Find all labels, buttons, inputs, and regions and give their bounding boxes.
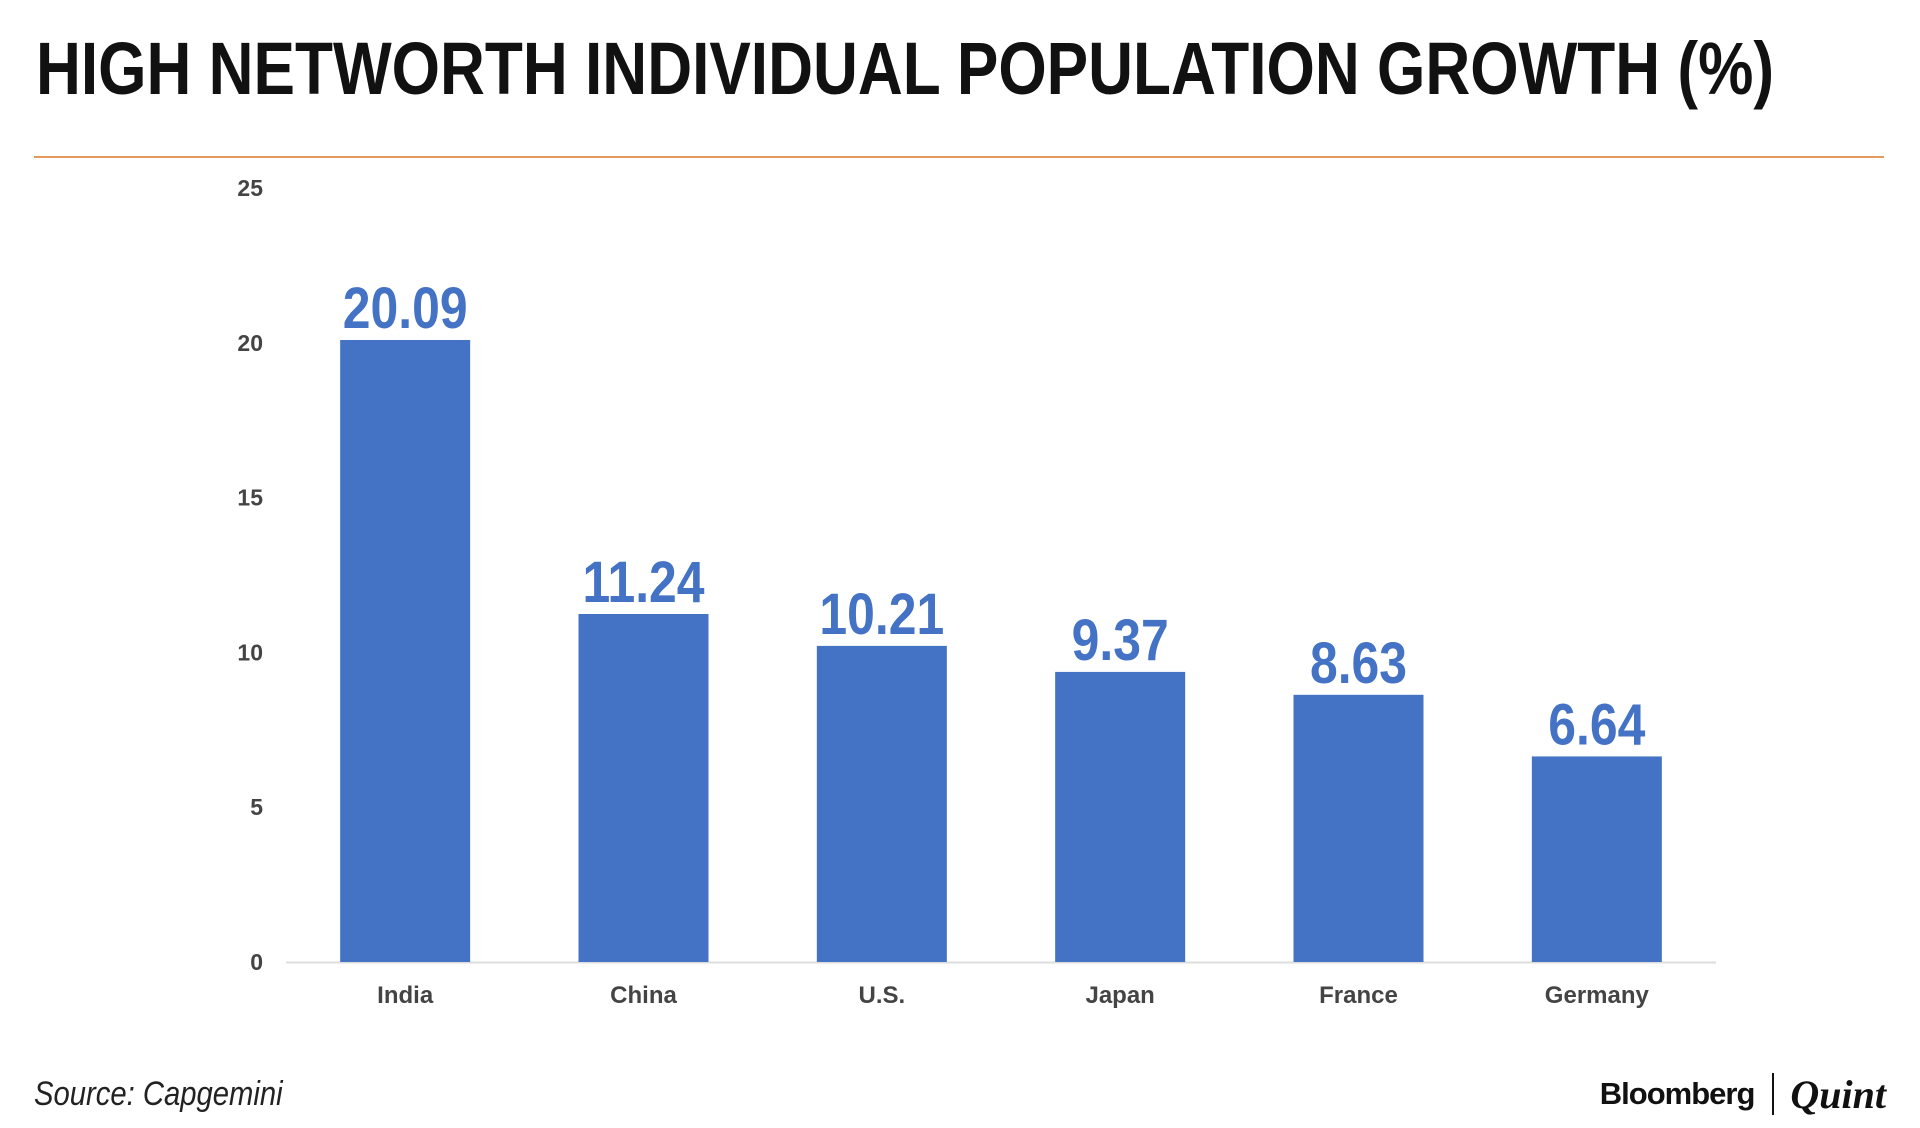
- bar-india: [340, 340, 471, 962]
- y-tick-label: 0: [250, 949, 263, 975]
- x-tick-label: Japan: [1085, 982, 1154, 1009]
- y-tick-label: 10: [237, 639, 263, 665]
- source-note: Source: Capgemini: [34, 1075, 283, 1113]
- x-tick-label: France: [1319, 982, 1398, 1009]
- brand-separator: [1772, 1073, 1775, 1115]
- brand-quint: Quint: [1790, 1071, 1886, 1117]
- x-tick-label: U.S.: [858, 982, 905, 1009]
- x-tick-label: Germany: [1545, 982, 1650, 1009]
- brand-logo: Bloomberg Quint: [1599, 1071, 1886, 1117]
- value-label: 8.63: [1310, 631, 1407, 695]
- y-tick-label: 20: [237, 330, 263, 356]
- value-label: 6.64: [1548, 693, 1645, 757]
- bar-france: [1293, 694, 1424, 962]
- x-tick-label: India: [377, 982, 434, 1009]
- y-tick-label: 15: [237, 485, 263, 511]
- bar-germany: [1531, 756, 1662, 962]
- value-labels: 20.09 11.24 10.21 9.37 8.63 6.64: [343, 277, 1646, 758]
- y-axis-ticks: 0 5 10 15 20 25: [237, 175, 263, 975]
- title-divider: [34, 156, 1884, 158]
- x-tick-label: China: [610, 982, 677, 1009]
- bar-japan: [1055, 671, 1186, 962]
- brand-bloomberg: Bloomberg: [1599, 1076, 1756, 1111]
- value-label: 10.21: [819, 582, 944, 646]
- y-tick-label: 25: [237, 175, 263, 201]
- value-label: 9.37: [1072, 608, 1169, 672]
- bar-china: [578, 614, 709, 962]
- y-tick-label: 5: [250, 794, 263, 820]
- chart-title: HIGH NETWORTH INDIVIDUAL POPULATION GROW…: [36, 27, 1775, 110]
- bars: [340, 340, 1662, 962]
- value-label: 11.24: [582, 551, 704, 615]
- value-label: 20.09: [343, 277, 468, 341]
- x-axis-labels: India China U.S. Japan France Germany: [377, 982, 1649, 1009]
- bar-us: [816, 645, 947, 962]
